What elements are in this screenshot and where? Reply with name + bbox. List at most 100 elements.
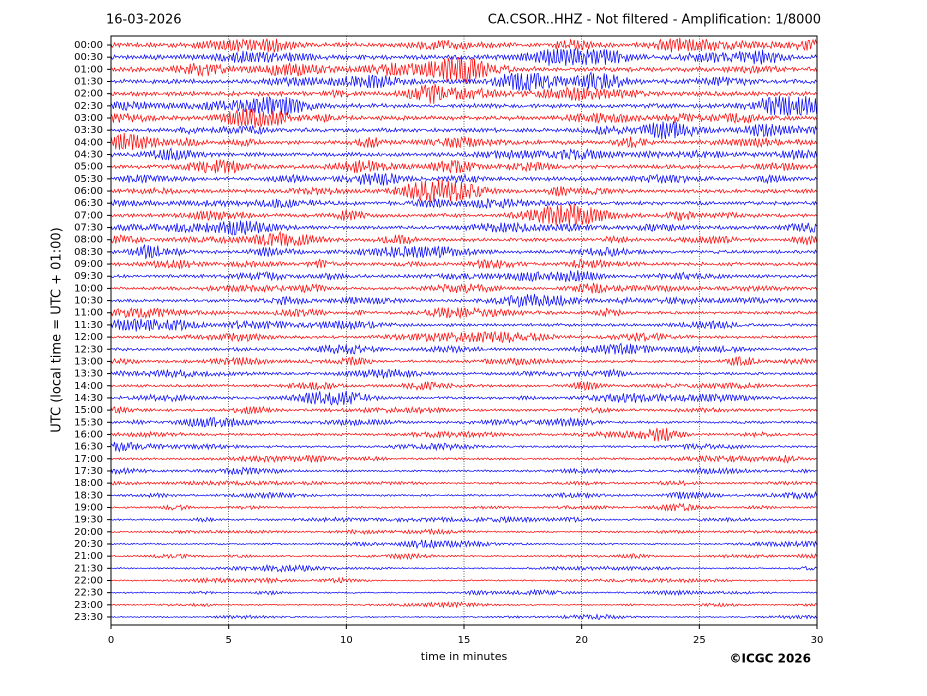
trace <box>110 179 817 203</box>
x-tick-label: 30 <box>811 635 824 646</box>
trace <box>110 132 817 150</box>
trace <box>110 318 817 332</box>
copyright: ©ICGC 2026 <box>729 652 811 666</box>
y-tick-label: 03:00 <box>74 113 103 124</box>
y-tick-label: 04:30 <box>74 150 103 161</box>
y-tick-label: 08:30 <box>74 247 103 258</box>
y-tick-label: 20:00 <box>74 527 103 538</box>
trace <box>110 390 817 406</box>
plot-area <box>110 36 818 625</box>
y-tick-label: 22:00 <box>74 575 103 586</box>
y-tick-label: 22:30 <box>74 588 103 599</box>
y-tick-label: 00:30 <box>74 52 103 63</box>
y-tick-label: 21:00 <box>74 551 103 562</box>
trace <box>110 330 817 344</box>
y-tick-label: 07:00 <box>74 210 103 221</box>
y-tick-label: 17:00 <box>74 454 103 465</box>
y-tick-label: 14:30 <box>74 393 103 404</box>
trace <box>110 270 817 283</box>
trace <box>110 159 817 174</box>
trace <box>110 479 817 487</box>
trace <box>110 539 817 550</box>
y-tick-label: 06:00 <box>74 186 103 197</box>
y-tick-label: 19:30 <box>74 515 103 526</box>
x-tick-label: 5 <box>225 635 231 646</box>
y-tick-label: 03:30 <box>74 125 103 136</box>
y-tick-label: 18:00 <box>74 478 103 489</box>
trace <box>110 282 817 294</box>
chart-title: CA.CSOR..HHZ - Not filtered - Amplificat… <box>488 13 821 28</box>
y-tick-label: 15:00 <box>74 405 103 416</box>
x-tick-label: 10 <box>340 635 353 646</box>
trace <box>110 427 817 442</box>
trace <box>110 552 817 561</box>
trace <box>110 381 817 392</box>
trace <box>110 576 817 585</box>
trace <box>110 147 817 162</box>
trace <box>110 601 817 609</box>
y-tick-label: 04:00 <box>74 137 103 148</box>
y-tick-label: 13:00 <box>74 356 103 367</box>
trace <box>110 55 817 84</box>
y-tick-label: 05:30 <box>74 174 103 185</box>
trace <box>110 356 817 367</box>
y-tick-label: 18:30 <box>74 490 103 501</box>
y-tick-label: 10:00 <box>74 283 103 294</box>
y-tick-label: 17:30 <box>74 466 103 477</box>
x-tick-label: 0 <box>108 635 114 646</box>
trace <box>110 613 817 620</box>
trace <box>110 243 817 260</box>
y-tick-label: 01:00 <box>74 64 103 75</box>
trace <box>110 220 817 236</box>
trace <box>110 441 817 453</box>
y-tick-label: 01:30 <box>74 77 103 88</box>
x-tick-label: 25 <box>693 635 706 646</box>
trace <box>110 342 817 355</box>
trace <box>110 293 817 308</box>
trace <box>110 405 817 415</box>
y-tick-label: 09:30 <box>74 271 103 282</box>
trace <box>110 230 817 247</box>
date: 16-03-2026 <box>106 13 182 28</box>
trace <box>110 563 817 573</box>
y-tick-label: 12:30 <box>74 344 103 355</box>
y-tick-label: 11:00 <box>74 308 103 319</box>
y-axis-label: UTC (local time = UTC + 01:00) <box>50 227 65 432</box>
trace <box>110 172 817 186</box>
y-tick-label: 00:00 <box>74 40 103 51</box>
trace <box>110 527 817 536</box>
x-tick-label: 20 <box>575 635 588 646</box>
y-tick-label: 07:30 <box>74 223 103 234</box>
y-tick-label: 20:30 <box>74 539 103 550</box>
trace <box>110 258 817 270</box>
y-tick-label: 14:00 <box>74 381 103 392</box>
y-tick-label: 16:00 <box>74 429 103 440</box>
y-tick-label: 11:30 <box>74 320 103 331</box>
trace <box>110 416 817 428</box>
trace <box>110 107 817 128</box>
trace <box>110 502 817 512</box>
y-tick-label: 08:00 <box>74 235 103 246</box>
trace <box>110 121 817 140</box>
trace <box>110 71 817 93</box>
trace <box>110 204 817 227</box>
y-tick-label: 13:30 <box>74 369 103 380</box>
trace <box>110 515 817 524</box>
x-tick-label: 15 <box>458 635 471 646</box>
trace <box>110 454 817 464</box>
y-tick-label: 02:30 <box>74 101 103 112</box>
y-tick-label: 06:30 <box>74 198 103 209</box>
trace <box>110 37 817 53</box>
trace <box>110 490 817 500</box>
y-tick-label: 16:30 <box>74 442 103 453</box>
y-tick-label: 10:30 <box>74 296 103 307</box>
trace <box>110 48 817 66</box>
trace <box>110 368 817 379</box>
x-axis-label: time in minutes <box>421 650 508 663</box>
trace <box>110 306 817 320</box>
y-tick-label: 12:00 <box>74 332 103 343</box>
y-tick-label: 15:30 <box>74 417 103 428</box>
y-tick-label: 05:00 <box>74 162 103 173</box>
y-tick-label: 21:30 <box>74 563 103 574</box>
